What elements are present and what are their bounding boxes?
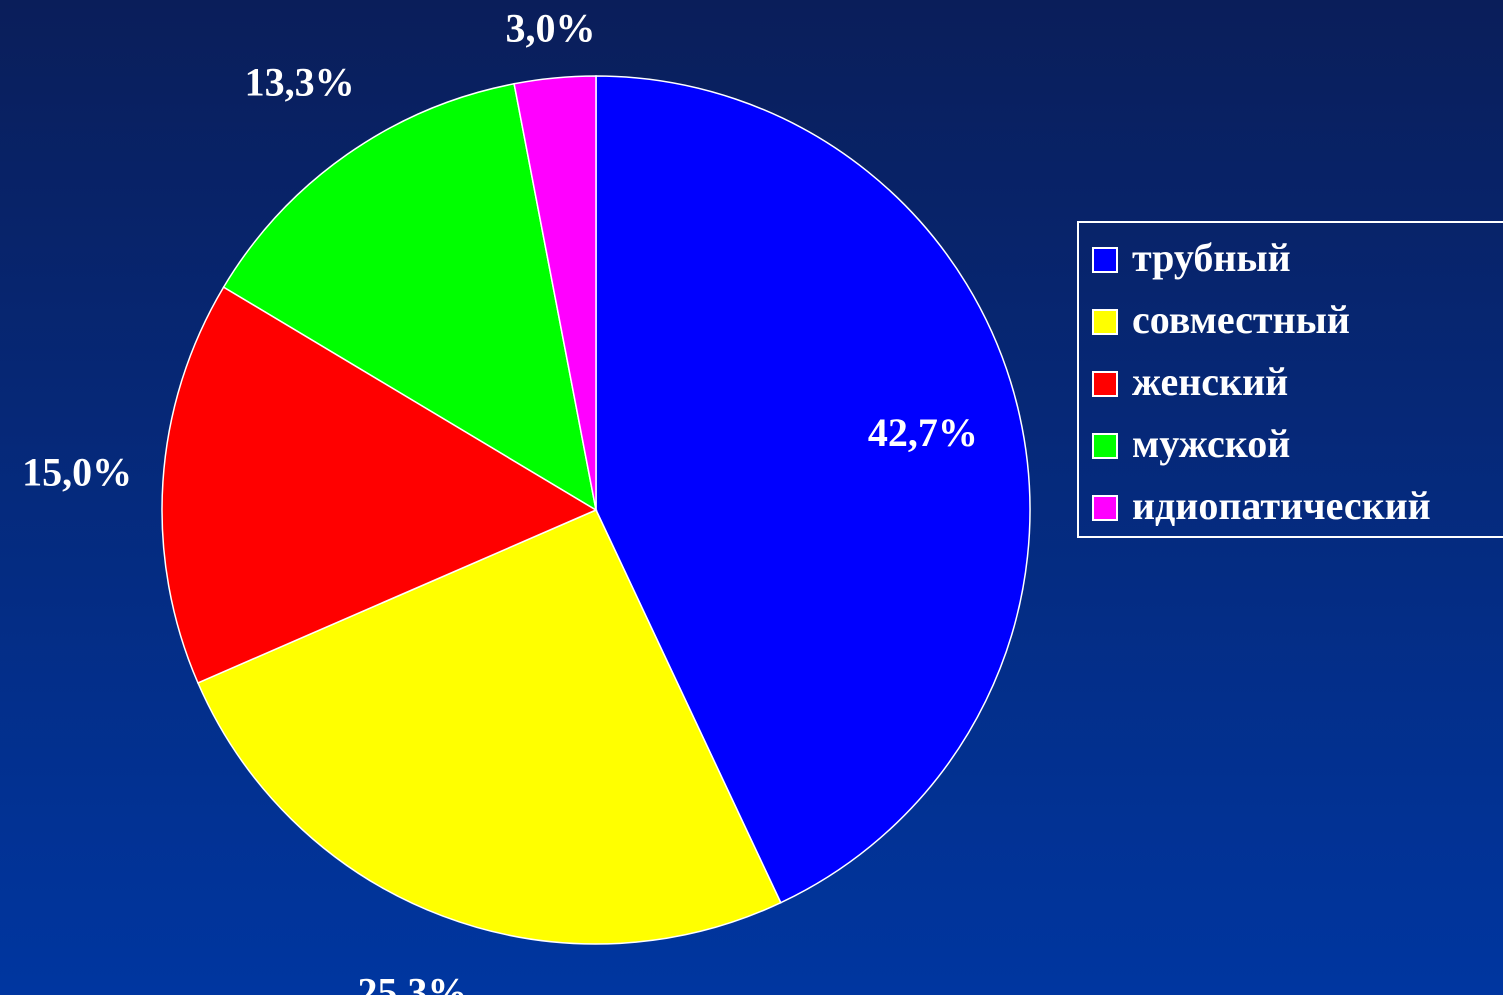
data-label: 25,3% [357, 970, 467, 995]
data-label: 15,0% [22, 449, 132, 494]
pie-slice [222, 82, 598, 512]
legend-label: трубный [1132, 235, 1291, 280]
legend-box [1077, 221, 1503, 538]
legend-swatch [1092, 247, 1118, 273]
pie-slice [595, 75, 1031, 904]
legend-label: идиопатический [1132, 483, 1431, 528]
data-label: 42,7% [868, 410, 978, 455]
data-label: 13,3% [245, 60, 355, 105]
legend-swatch [1092, 371, 1118, 397]
data-label: 3,0% [506, 5, 596, 50]
legend: трубный совместный женский мужской идиопатич… [1077, 221, 1503, 538]
legend-swatch [1092, 309, 1118, 335]
legend-label: совместный [1132, 297, 1350, 342]
legend-swatch [1092, 433, 1118, 459]
legend-swatch [1092, 495, 1118, 521]
data-labels: 42,7% 25,3% 15,0% 13,3% 3,0% [22, 5, 978, 995]
pie-slice [196, 509, 782, 945]
legend-label: мужской [1132, 421, 1290, 466]
pie [161, 75, 1031, 945]
pie-slice [161, 286, 598, 684]
pie-slice [513, 75, 597, 511]
legend-label: женский [1132, 359, 1288, 404]
